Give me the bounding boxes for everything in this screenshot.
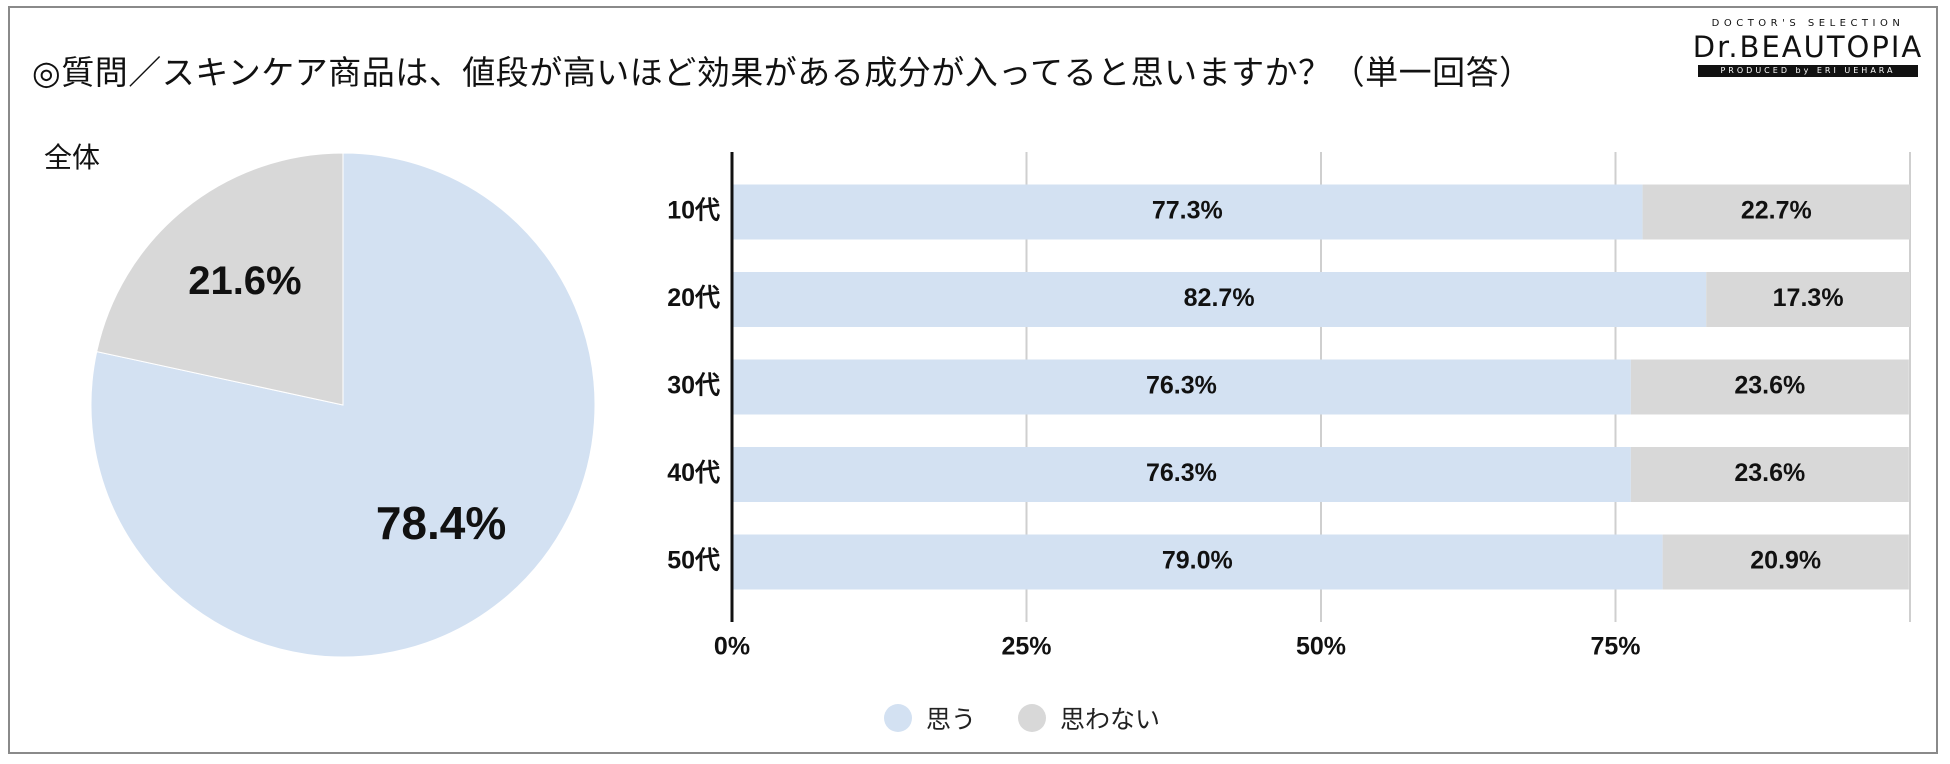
pie-chart-title: 全体 [44,141,101,174]
legend-label-yes: 思う [926,705,977,734]
bar-segment-no [1630,359,1909,415]
bar-segment-yes [732,447,1631,502]
legend-item-yes: 思う [884,700,976,736]
category-label: 40代 [667,459,720,487]
category-label: 20代 [667,284,720,312]
x-tick-label: 50% [1296,633,1346,661]
logo-tagline: DOCTOR'S SELECTION [1711,18,1905,29]
bar-value-label: 77.3% [1152,197,1223,225]
pie-slice-label-yes: 78.4% [376,497,506,549]
logo-producer: PRODUCED by ERI UEHARA [1698,65,1918,77]
bar-value-label: 23.6% [1734,459,1805,487]
bar-value-label: 20.9% [1750,547,1821,575]
logo-wordmark: Dr.BEAUTOPIA [1692,30,1924,64]
brand-logo: DOCTOR'S SELECTION Dr.BEAUTOPIA PRODUCED… [1688,18,1928,84]
bar-value-label: 76.3% [1146,459,1217,487]
bar-segment-yes [732,184,1643,240]
x-tick-label: 75% [1590,633,1640,661]
pie-slice-label-no: 21.6% [188,259,301,303]
bar-value-label: 82.7% [1184,284,1255,312]
bar-segment-no [1706,272,1910,327]
pie-slice-no [96,152,344,406]
bar-value-label: 76.3% [1146,372,1217,400]
bar-value-label: 22.7% [1741,197,1812,225]
category-label: 50代 [667,547,720,575]
category-label: 30代 [667,372,720,400]
x-tick-label: 0% [714,633,750,661]
legend-item-no: 思わない [1018,700,1160,736]
legend-swatch-yes [884,704,912,732]
legend-swatch-no [1018,704,1046,732]
bar-segment-yes [732,272,1707,327]
legend-label-no: 思わない [1060,705,1161,734]
category-label: 10代 [667,197,720,225]
bar-segment-no [1662,534,1909,590]
bar-segment-yes [732,359,1631,415]
bar-segment-yes [732,534,1663,590]
bar-segment-no [1630,447,1909,502]
x-tick-label: 25% [1001,633,1051,661]
bar-value-label: 79.0% [1162,547,1233,575]
bar-value-label: 23.6% [1734,372,1805,400]
bar-segment-no [1642,184,1910,240]
bar-value-label: 17.3% [1773,284,1844,312]
page-title: ◎質問／スキンケア商品は、値段が高いほど効果がある成分が入ってると思いますか？（… [32,53,1533,92]
legend: 思う 思わない [0,700,1950,736]
